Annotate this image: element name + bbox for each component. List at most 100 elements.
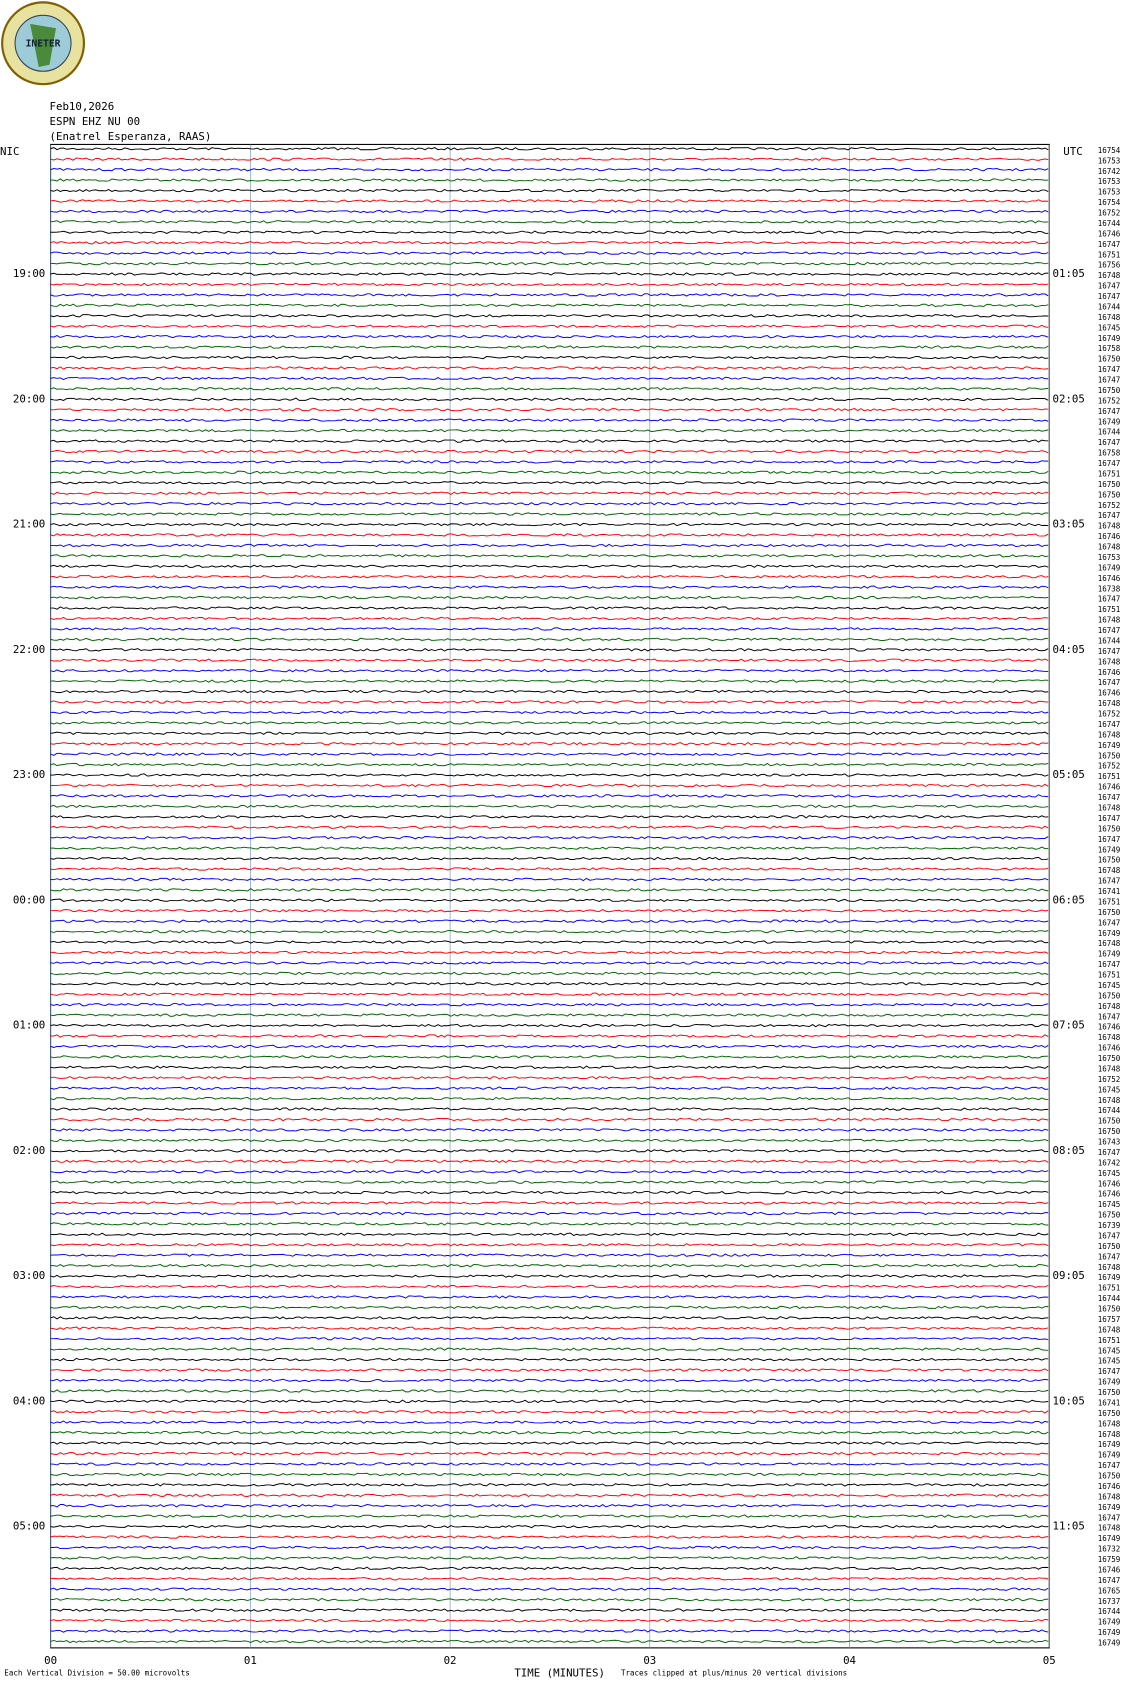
trace [50, 595, 1049, 600]
trace-label: 16746 [1098, 1566, 1121, 1575]
trace [50, 355, 1049, 360]
trace [50, 345, 1049, 349]
trace-label: 16748 [1098, 1263, 1121, 1272]
trace-label: 16748 [1098, 1325, 1121, 1334]
trace-label: 16751 [1098, 772, 1121, 781]
trace [50, 689, 1049, 694]
trace [50, 418, 1049, 422]
trace [50, 794, 1049, 798]
trace [50, 533, 1049, 537]
trace-label: 16747 [1098, 1231, 1121, 1240]
trace-label: 16750 [1098, 991, 1121, 1000]
trace [50, 1086, 1049, 1090]
trace-label: 16750 [1098, 490, 1121, 499]
trace-label: 16746 [1098, 1044, 1121, 1053]
trace [50, 1044, 1049, 1049]
x-tick-label: 04 [843, 1654, 856, 1667]
trace [50, 909, 1049, 913]
trace-label: 16749 [1098, 563, 1121, 572]
trace-label: 16753 [1098, 553, 1121, 562]
trace-label: 16747 [1098, 793, 1121, 802]
trace [50, 1441, 1049, 1445]
trace-label: 16747 [1098, 459, 1121, 468]
trace [50, 272, 1049, 276]
trace-label: 16745 [1098, 1169, 1121, 1178]
trace [50, 428, 1049, 433]
trace-label: 16747 [1098, 407, 1121, 416]
trace-label: 16748 [1098, 271, 1121, 280]
x-tick-label: 00 [44, 1654, 57, 1667]
trace [50, 1503, 1049, 1508]
trace [50, 199, 1049, 203]
trace-label: 16749 [1098, 845, 1121, 854]
trace-label: 16752 [1098, 710, 1121, 719]
trace-label: 16749 [1098, 1534, 1121, 1543]
trace [50, 1451, 1049, 1456]
trace [50, 220, 1049, 224]
trace-label: 16745 [1098, 1200, 1121, 1209]
x-tick-label: 02 [444, 1654, 457, 1667]
trace [50, 961, 1049, 965]
trace-label: 16749 [1098, 741, 1121, 750]
trace-label: 16749 [1098, 1503, 1121, 1512]
trace-label: 16752 [1098, 209, 1121, 218]
trace-label: 16750 [1098, 908, 1121, 917]
trace [50, 1232, 1049, 1237]
trace [50, 1316, 1049, 1320]
trace [50, 867, 1049, 871]
trace-label: 16748 [1098, 699, 1121, 708]
trace [50, 752, 1049, 756]
trace-label: 16748 [1098, 522, 1121, 531]
footer-right: Traces clipped at plus/minus 20 vertical… [621, 1669, 847, 1678]
location: (Enatrel Esperanza, RAAS) [50, 130, 212, 143]
trace-label: 16746 [1098, 1482, 1121, 1491]
trace-label: 16750 [1098, 1409, 1121, 1418]
trace [50, 616, 1049, 621]
trace [50, 512, 1049, 516]
trace [50, 167, 1049, 172]
trace [50, 1253, 1049, 1257]
trace [50, 240, 1049, 245]
trace [50, 658, 1049, 662]
trace-label: 16746 [1098, 574, 1121, 583]
trace-label: 16749 [1098, 1273, 1121, 1282]
x-tick-label: 03 [643, 1654, 656, 1667]
trace [50, 1566, 1049, 1571]
trace-label: 16750 [1098, 480, 1121, 489]
trace [50, 1013, 1049, 1017]
trace-label: 16747 [1098, 1012, 1121, 1021]
trace [50, 804, 1049, 809]
trace [50, 888, 1049, 892]
trace [50, 846, 1049, 850]
trace [50, 929, 1049, 934]
trace [50, 679, 1049, 683]
trace [50, 1284, 1049, 1289]
trace [50, 710, 1049, 715]
time-label-left: 02:00 [13, 1144, 45, 1157]
trace-label: 16754 [1098, 146, 1121, 155]
trace [50, 1378, 1049, 1383]
trace-label: 16750 [1098, 386, 1121, 395]
trace [50, 1305, 1049, 1310]
time-label-right: 06:05 [1053, 893, 1085, 906]
trace-label: 16747 [1098, 595, 1121, 604]
time-label-right: 03:05 [1053, 518, 1085, 531]
trace-label: 16747 [1098, 918, 1121, 927]
trace [50, 1023, 1049, 1028]
trace-label: 16742 [1098, 167, 1121, 176]
trace [50, 522, 1049, 527]
trace [50, 1034, 1049, 1038]
trace [50, 146, 1049, 151]
trace [50, 835, 1049, 840]
time-label-right: 01:05 [1053, 267, 1085, 280]
trace [50, 282, 1049, 287]
trace-label: 16739 [1098, 1221, 1121, 1230]
trace [50, 470, 1049, 475]
trace-label: 16749 [1098, 1639, 1121, 1648]
trace-label: 16758 [1098, 344, 1121, 353]
trace [50, 501, 1049, 506]
trace-label: 16751 [1098, 971, 1121, 980]
trace-label: 16751 [1098, 1284, 1121, 1293]
trace-label: 16747 [1098, 626, 1121, 635]
